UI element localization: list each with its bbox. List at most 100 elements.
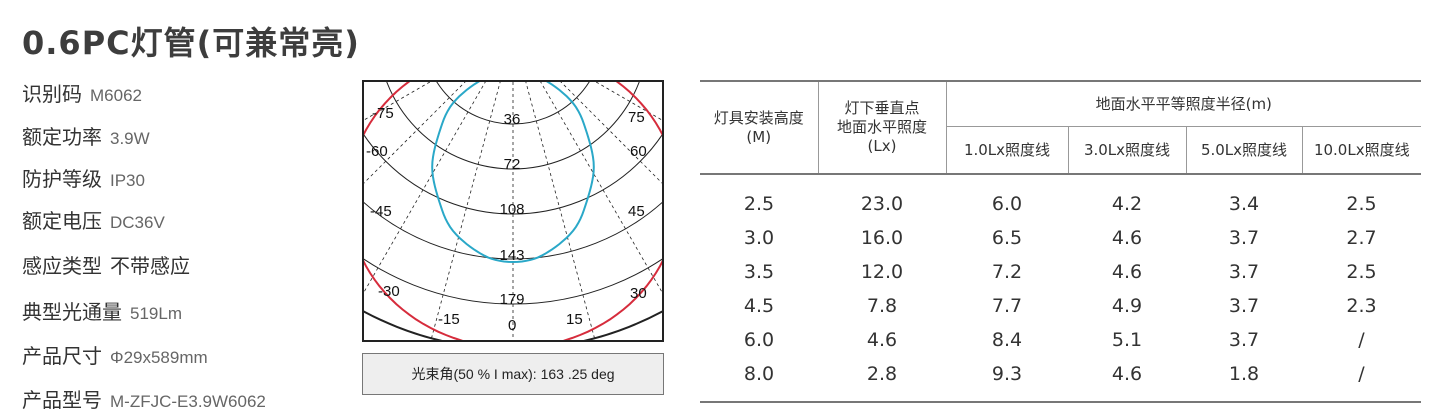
cell-illuminance: 12.0 — [860, 261, 904, 283]
cell-height: 8.0 — [700, 357, 818, 403]
grid-radial-line — [540, 82, 662, 293]
table-row: 2.5 23.0 6.0 4.2 3.4 2.5 — [700, 174, 1421, 221]
spec-value: 519Lm — [130, 304, 182, 323]
polar-grid — [364, 82, 662, 340]
cell-r5: 3.7 — [1228, 295, 1260, 317]
angle-label: 60 — [630, 143, 647, 160]
radial-label: 72 — [504, 156, 521, 173]
spec-label: 感应类型 — [22, 254, 102, 278]
spec-row-id-code: 识别码 M6062 — [22, 78, 142, 108]
angle-label: 45 — [628, 203, 645, 220]
cell-r3: 4.2 — [1111, 193, 1143, 215]
cell-r3: 4.6 — [1111, 261, 1143, 283]
cell-r10: 2.7 — [1346, 227, 1377, 249]
cell-height: 3.5 — [743, 261, 775, 283]
header-1lx: 1.0Lx照度线 — [945, 126, 1068, 175]
cell-r10: 2.3 — [1346, 295, 1377, 317]
spec-label: 额定电压 — [22, 209, 102, 233]
cell-illuminance: 7.8 — [866, 295, 898, 317]
angle-label: 75 — [628, 109, 645, 126]
header-radius-group: 地面水平平等照度半径(m) — [945, 80, 1422, 127]
distribution-curve-red — [364, 82, 662, 340]
cell-r1: 8.4 — [991, 329, 1023, 351]
cell-r1: 9.3 — [946, 357, 1068, 403]
spec-value: M6062 — [90, 86, 142, 105]
radial-label: 179 — [499, 291, 524, 308]
cell-illuminance: 2.8 — [818, 357, 946, 403]
cell-r1: 6.5 — [991, 227, 1023, 249]
cell-height: 4.5 — [743, 295, 775, 317]
spec-label: 典型光通量 — [22, 300, 122, 324]
angle-label: -45 — [370, 203, 392, 220]
header-10lx: 10.0Lx照度线 — [1301, 126, 1422, 175]
spec-row-rated-power: 额定功率 3.9W — [22, 121, 150, 151]
spec-value: Φ29x589mm — [110, 348, 208, 367]
cell-r10: / — [1302, 357, 1422, 403]
cell-illuminance: 16.0 — [860, 227, 904, 249]
beam-angle-readout: 光束角(50 % I max): 163 .25 deg — [362, 353, 664, 395]
cell-illuminance: 23.0 — [860, 193, 904, 215]
cell-r3: 4.6 — [1111, 227, 1143, 249]
cell-r5: 3.7 — [1228, 261, 1260, 283]
spec-label: 防护等级 — [22, 167, 102, 191]
cell-height: 6.0 — [743, 329, 775, 351]
angle-label: 0 — [508, 317, 516, 334]
table-row: 4.5 7.8 7.7 4.9 3.7 2.3 — [700, 289, 1421, 323]
cell-r1: 6.0 — [991, 193, 1023, 215]
page-title: 0.6PC灯管(可兼常亮) — [22, 24, 360, 62]
cell-height: 2.5 — [743, 193, 775, 215]
spec-label: 识别码 — [22, 82, 82, 106]
grid-radial-line — [430, 82, 501, 340]
angle-label: -60 — [366, 143, 388, 160]
spec-row-sensor-type: 感应类型 不带感应 — [22, 250, 190, 280]
cell-r10: / — [1358, 329, 1365, 351]
spec-label: 额定功率 — [22, 125, 102, 149]
spec-value: 3.9W — [110, 129, 150, 148]
cell-r5: 3.7 — [1228, 227, 1260, 249]
header-5lx: 5.0Lx照度线 — [1185, 126, 1302, 175]
radial-label: 143 — [499, 247, 524, 264]
table-row: 3.5 12.0 7.2 4.6 3.7 2.5 — [700, 255, 1421, 289]
spec-row-luminous-flux: 典型光通量 519Lm — [22, 296, 182, 326]
table-row: 6.0 4.6 8.4 5.1 3.7 / — [700, 323, 1421, 357]
cell-r1: 7.7 — [991, 295, 1023, 317]
radial-label: 36 — [504, 111, 521, 128]
cell-r10: 2.5 — [1346, 261, 1377, 283]
spec-value: 不带感应 — [110, 256, 190, 278]
spec-row-protection: 防护等级 IP30 — [22, 163, 145, 193]
table-row: 3.0 16.0 6.5 4.6 3.7 2.7 — [700, 221, 1421, 255]
cell-r1: 7.2 — [991, 261, 1023, 283]
spec-value: M-ZFJC-E3.9W6062 — [110, 392, 266, 411]
spec-label: 产品尺寸 — [22, 344, 102, 368]
grid-radial-line — [364, 82, 486, 293]
cell-height: 3.0 — [743, 227, 775, 249]
radial-label: 108 — [499, 201, 524, 218]
angle-label: 15 — [566, 311, 583, 328]
spec-row-rated-voltage: 额定电压 DC36V — [22, 205, 165, 235]
cell-r5: 3.7 — [1228, 329, 1260, 351]
spec-row-model: 产品型号 M-ZFJC-E3.9W6062 — [22, 384, 266, 414]
cell-r10: 2.5 — [1346, 193, 1377, 215]
cell-r3: 4.9 — [1111, 295, 1143, 317]
spec-value: DC36V — [110, 213, 165, 232]
angle-label: -75 — [372, 105, 394, 122]
angle-label: -30 — [378, 283, 400, 300]
cell-r5: 3.4 — [1228, 193, 1260, 215]
header-center-illuminance: 灯下垂直点 地面水平照度 (Lx) — [817, 80, 946, 175]
polar-light-distribution-diagram: 36 72 108 143 179 -75 75 -60 60 -45 45 -… — [362, 80, 664, 342]
illuminance-table: 灯具安装高度 (M) 灯下垂直点 地面水平照度 (Lx) 地面水平平等照度半径(… — [700, 80, 1422, 403]
spec-value: IP30 — [110, 171, 145, 190]
cell-r3: 5.1 — [1111, 329, 1143, 351]
table-row: 8.0 2.8 9.3 4.6 1.8 / — [700, 357, 1422, 403]
distribution-curve-cyan — [431, 82, 595, 264]
cell-r3: 4.6 — [1068, 357, 1186, 403]
angle-label: 30 — [630, 285, 647, 302]
cell-illuminance: 4.6 — [866, 329, 898, 351]
header-3lx: 3.0Lx照度线 — [1067, 126, 1186, 175]
spec-row-dimensions: 产品尺寸 Φ29x589mm — [22, 340, 208, 370]
spec-label: 产品型号 — [22, 388, 102, 412]
angle-label: -15 — [438, 311, 460, 328]
grid-radial-line — [525, 82, 596, 340]
header-mount-height: 灯具安装高度 (M) — [700, 80, 818, 175]
cell-r5: 1.8 — [1186, 357, 1302, 403]
